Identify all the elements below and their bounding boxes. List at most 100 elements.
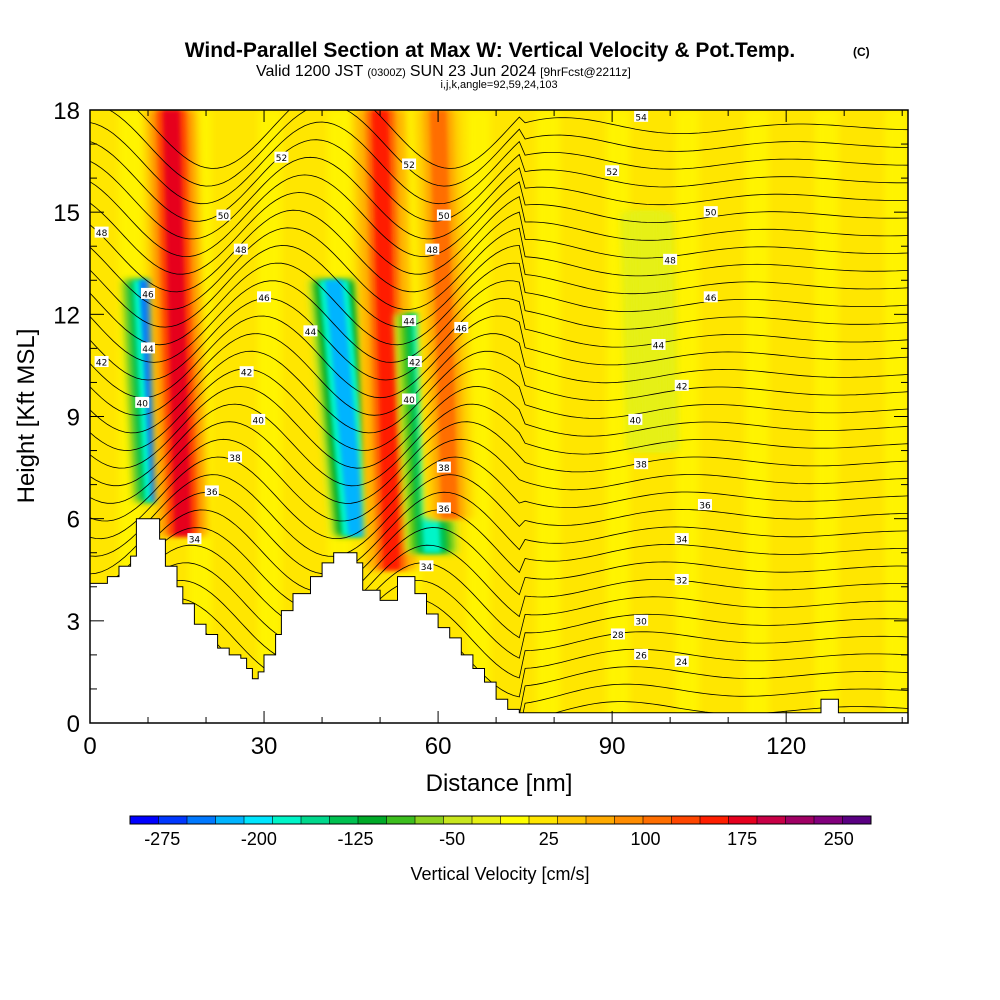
colorbar-tick-label: -275 <box>144 829 180 849</box>
x-tick-label: 30 <box>251 733 278 760</box>
theta-contour-label: 54 <box>634 110 649 123</box>
theta-contour <box>90 315 908 399</box>
theta-contour <box>90 421 908 504</box>
theta-label-bg <box>251 413 266 425</box>
theta-label-text: 44 <box>403 318 415 328</box>
theta-label-bg <box>634 614 649 626</box>
x-axis: 0 30 60 90 120 <box>83 110 903 760</box>
theta-contour <box>90 491 908 575</box>
theta-contour-label: 52 <box>605 165 620 178</box>
theta-label-text: 38 <box>635 461 647 471</box>
velocity-band-level <box>429 110 459 519</box>
colorbar <box>129 815 872 825</box>
theta-label-text: 28 <box>612 631 624 641</box>
colorbar-swatch <box>785 816 815 824</box>
theta-contour-label: 48 <box>425 243 440 256</box>
theta-label-text: 46 <box>258 294 270 304</box>
theta-contour-label: 36 <box>697 499 712 512</box>
colorbar-swatch <box>158 816 188 824</box>
theta-label-bg <box>216 209 231 221</box>
theta-contour <box>90 597 908 681</box>
theta-label-text: 52 <box>276 154 287 164</box>
theta-label-bg <box>257 291 272 303</box>
theta-label-bg <box>94 226 109 238</box>
colorbar-swatch <box>500 816 530 824</box>
chart-title: Wind-Parallel Section at Max W: Vertical… <box>185 39 796 62</box>
theta-label-text: 38 <box>229 454 241 464</box>
colorbar-tick-label: 25 <box>539 829 559 849</box>
theta-label-text: 44 <box>305 328 317 338</box>
theta-contour <box>90 174 908 258</box>
colorbar-swatch <box>244 816 273 824</box>
theta-label-text: 50 <box>705 209 717 219</box>
theta-label-text: 40 <box>136 399 148 409</box>
section-params: i,j,k,angle=92,59,24,103 <box>440 79 557 91</box>
theta-label-bg <box>674 379 689 391</box>
theta-label-bg <box>228 451 243 463</box>
theta-label-text: 30 <box>635 617 647 627</box>
theta-contour-label: 48 <box>233 243 248 256</box>
y-axis-label: Height [Kft MSL] <box>13 329 40 504</box>
theta-contour <box>90 350 908 434</box>
theta-contour-label: 52 <box>274 151 289 164</box>
y-tick-label: 18 <box>53 98 80 125</box>
theta-label-bg <box>663 253 678 265</box>
theta-contour-label: 28 <box>610 628 625 641</box>
theta-label-text: 36 <box>699 502 711 512</box>
theta-contour <box>90 456 908 540</box>
x-tick-label: 120 <box>766 733 806 760</box>
colorbar-swatch <box>415 816 444 824</box>
theta-contour-label: 44 <box>141 342 156 355</box>
colorbar-swatch <box>757 816 786 824</box>
colorbar-swatch <box>215 816 245 824</box>
colorbar-swatch <box>643 816 672 824</box>
theta-contour <box>90 192 908 275</box>
theta-label-bg <box>233 243 248 255</box>
title-mark: (C) <box>853 45 870 59</box>
theta-contour <box>90 262 908 346</box>
theta-label-bg <box>634 458 649 470</box>
theta-label-bg <box>303 325 318 337</box>
colorbar-swatch <box>557 816 587 824</box>
theta-contour-label: 46 <box>141 287 156 300</box>
theta-label-text: 34 <box>676 536 688 546</box>
theta-contour <box>90 527 908 610</box>
theta-label-bg <box>141 342 156 354</box>
theta-contour-label: 40 <box>628 413 643 426</box>
x-tick-label: 90 <box>599 733 626 760</box>
colorbar-tick-label: -125 <box>338 829 374 849</box>
field-band <box>745 110 769 723</box>
colorbar-ticks: -275 -200 -125 -50 25 100 175 250 <box>144 829 854 849</box>
theta-label-text: 48 <box>664 256 676 266</box>
theta-contour-label: 30 <box>634 614 649 627</box>
colorbar-swatch <box>529 816 558 824</box>
y-tick-label: 6 <box>67 507 80 534</box>
theta-contour-label: 36 <box>204 485 219 498</box>
colorbar-swatch <box>728 816 758 824</box>
theta-contour-label: 42 <box>674 379 689 392</box>
theta-label-text: 42 <box>96 359 107 369</box>
valid-utc: (0300Z) <box>367 67 406 79</box>
theta-contour-label: 50 <box>436 209 451 222</box>
theta-label-bg <box>628 413 643 425</box>
theta-label-text: 42 <box>241 369 252 379</box>
theta-label-text: 40 <box>403 396 415 406</box>
theta-contour-label: 46 <box>454 321 469 334</box>
theta-label-text: 42 <box>409 359 420 369</box>
theta-contour-label: 44 <box>651 338 666 351</box>
theta-contours <box>90 110 908 723</box>
theta-label-bg <box>436 461 451 473</box>
theta-label-bg <box>402 315 417 327</box>
theta-contour-label: 42 <box>94 356 109 369</box>
theta-label-bg <box>425 243 440 255</box>
colorbar-swatch <box>614 816 644 824</box>
theta-contour <box>90 333 908 416</box>
colorbar-swatch <box>472 816 501 824</box>
theta-contour <box>90 438 908 522</box>
theta-label-bg <box>605 165 620 177</box>
theta-label-bg <box>419 560 434 572</box>
theta-label-text: 34 <box>421 563 433 573</box>
theta-contour-label: 52 <box>402 158 417 171</box>
colorbar-swatch <box>130 816 159 824</box>
velocity-band-level <box>325 280 366 536</box>
